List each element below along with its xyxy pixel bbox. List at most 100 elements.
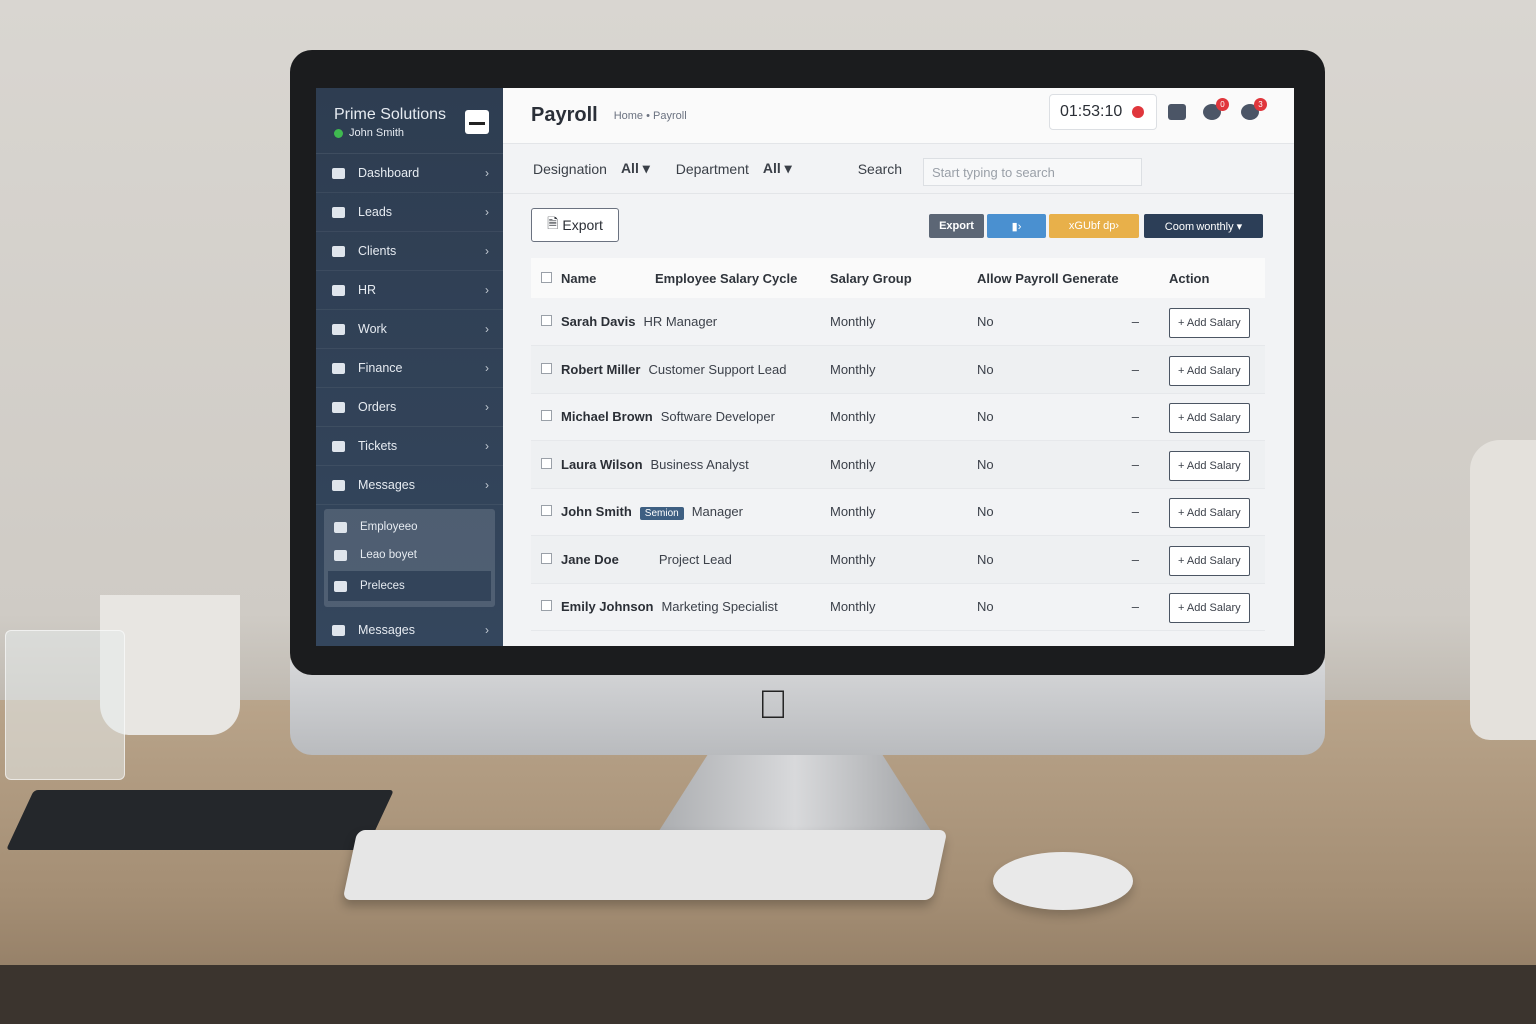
keyboard (342, 830, 948, 900)
chevron-right-icon: › (485, 283, 489, 297)
export-button[interactable]: 🗎 Export (531, 208, 619, 242)
chat-icon[interactable]: 0 (1203, 98, 1229, 120)
row-checkbox[interactable] (541, 315, 552, 326)
water-glass (5, 630, 125, 780)
sidebar-item-dashboard[interactable]: Dashboard › (316, 154, 503, 193)
select-all-checkbox[interactable] (541, 271, 552, 283)
search-input[interactable]: Start typing to search (923, 158, 1142, 186)
sidebar-item-hr[interactable]: HR › (316, 271, 503, 310)
col-salary-group[interactable]: Salary Group (830, 258, 977, 298)
salary-group: Monthly (830, 583, 977, 631)
filter-bar: Designation All ▾ Department All ▾ Search (503, 144, 1294, 194)
nav-label: Tickets (358, 439, 398, 453)
allow-payroll: No (977, 504, 994, 520)
sidebar-item-orders[interactable]: Orders › (316, 388, 503, 427)
employee-role: Business Analyst (650, 456, 749, 472)
col-name[interactable]: Name (561, 258, 655, 298)
employee-name[interactable]: Michael Brown (561, 409, 653, 425)
export-secondary-button[interactable]: Export (929, 214, 984, 238)
brand-name: Prime Solutions (334, 106, 447, 123)
notification-icon[interactable]: 3 (1241, 98, 1267, 120)
table-row: Michael Brown Software Developer Monthly … (531, 393, 1265, 441)
add-salary-button[interactable]: + Add Salary (1169, 593, 1250, 624)
employee-name[interactable]: Robert Miller (561, 361, 641, 377)
submenu-item[interactable]: Leao boyet (324, 541, 495, 569)
add-salary-button[interactable]: + Add Salary (1169, 498, 1250, 529)
row-checkbox[interactable] (541, 457, 552, 469)
nav-label: HR (358, 283, 377, 297)
brand: Prime Solutions John Smith (316, 88, 503, 154)
blue-action-button[interactable]: ▮› (987, 214, 1046, 238)
sidebar-item-tickets[interactable]: Tickets › (316, 427, 503, 466)
add-salary-button[interactable]: + Add Salary (1169, 355, 1250, 386)
sidebar-item-messages[interactable]: Messages › (316, 466, 503, 505)
nav-label: Messages (358, 478, 415, 492)
header: Payroll Home • Payroll 01:53:10 0 3 (503, 88, 1294, 144)
seniority-tag: Semion (639, 507, 684, 521)
row-checkbox[interactable] (541, 505, 552, 517)
submenu-item-icon (334, 549, 347, 561)
sidebar-item-work[interactable]: Work › (316, 310, 503, 349)
submenu: Employeeo Leao boyet Preleces (324, 509, 495, 607)
empty-value: – (1131, 551, 1139, 567)
table-row: Emily Johnson Marketing Specialist Monthl… (531, 583, 1265, 631)
sidebar-item-messages-2[interactable]: Messages › (316, 611, 503, 646)
chevron-right-icon: › (485, 205, 489, 219)
sidebar-item-leads[interactable]: Leads › (316, 193, 503, 232)
work-icon (332, 323, 345, 335)
row-checkbox[interactable] (541, 600, 552, 612)
sidebar: Prime Solutions John Smith Dashboard › Lea… (316, 88, 503, 646)
vase (1470, 440, 1536, 740)
employee-name[interactable]: Sarah Davis (561, 314, 636, 329)
payroll-table: Name Employee Salary Cycle Salary Group … (531, 258, 1265, 631)
nav-label: Finance (358, 361, 403, 375)
sidebar-item-finance[interactable]: Finance › (316, 349, 503, 388)
employee-name[interactable]: Laura Wilson (561, 456, 643, 472)
dashboard-icon (332, 167, 345, 179)
breadcrumb[interactable]: Home • Payroll (613, 109, 687, 122)
sticky-note-icon[interactable] (1168, 104, 1186, 120)
export-label: Export (562, 217, 603, 233)
row-checkbox[interactable] (541, 410, 552, 422)
employee-role: Customer Support Lead (648, 361, 787, 377)
employee-name[interactable]: John Smith (561, 504, 632, 520)
col-salary-cycle[interactable]: Employee Salary Cycle (655, 258, 830, 298)
stop-timer-button[interactable] (1132, 106, 1145, 118)
table-row: Laura Wilson Business Analyst Monthly No –… (531, 440, 1265, 489)
chevron-right-icon: › (485, 439, 489, 453)
table-row: John Smith Semion Manager Monthly No – + Ad… (531, 488, 1265, 536)
allow-payroll: No (977, 599, 994, 615)
add-salary-button[interactable]: + Add Salary (1169, 308, 1250, 338)
sidebar-item-clients[interactable]: Clients › (316, 232, 503, 271)
row-checkbox[interactable] (541, 362, 552, 374)
screen: Prime Solutions John Smith Dashboard › Lea… (316, 88, 1294, 646)
page-title: Payroll (531, 104, 598, 126)
chevron-right-icon: › (485, 166, 489, 180)
menu-toggle-button[interactable] (465, 110, 489, 134)
cycle-dropdown[interactable]: Coom wonthly ▾ (1144, 214, 1263, 238)
row-checkbox[interactable] (541, 552, 552, 564)
nav-label: Leads (358, 205, 393, 219)
department-select[interactable]: All ▾ (762, 160, 792, 176)
designation-select[interactable]: All ▾ (620, 160, 650, 176)
notebook (6, 790, 394, 850)
salary-group: Monthly (830, 393, 977, 441)
employee-role: Software Developer (660, 409, 775, 425)
submenu-item[interactable]: Employeeo (324, 513, 495, 541)
add-salary-button[interactable]: + Add Salary (1169, 403, 1250, 434)
submenu-item[interactable]: Preleces (328, 571, 491, 601)
nav-label: Dashboard (358, 166, 420, 180)
orders-icon (332, 401, 345, 413)
empty-value: – (1131, 599, 1139, 615)
add-salary-button[interactable]: + Add Salary (1169, 545, 1250, 576)
add-salary-button[interactable]: + Add Salary (1169, 450, 1250, 481)
yellow-action-button[interactable]: xGUbf dp› (1049, 214, 1139, 238)
messages-icon (332, 479, 345, 491)
employee-name[interactable]: Jane Doe (561, 551, 619, 567)
chevron-right-icon: › (485, 623, 489, 637)
submenu-label: Leao boyet (360, 549, 417, 561)
employee-name[interactable]: Emily Johnson (561, 599, 654, 615)
messages-icon (332, 624, 345, 636)
col-allow-payroll[interactable]: Allow Payroll Generate (977, 258, 1169, 298)
chevron-right-icon: › (485, 400, 489, 414)
